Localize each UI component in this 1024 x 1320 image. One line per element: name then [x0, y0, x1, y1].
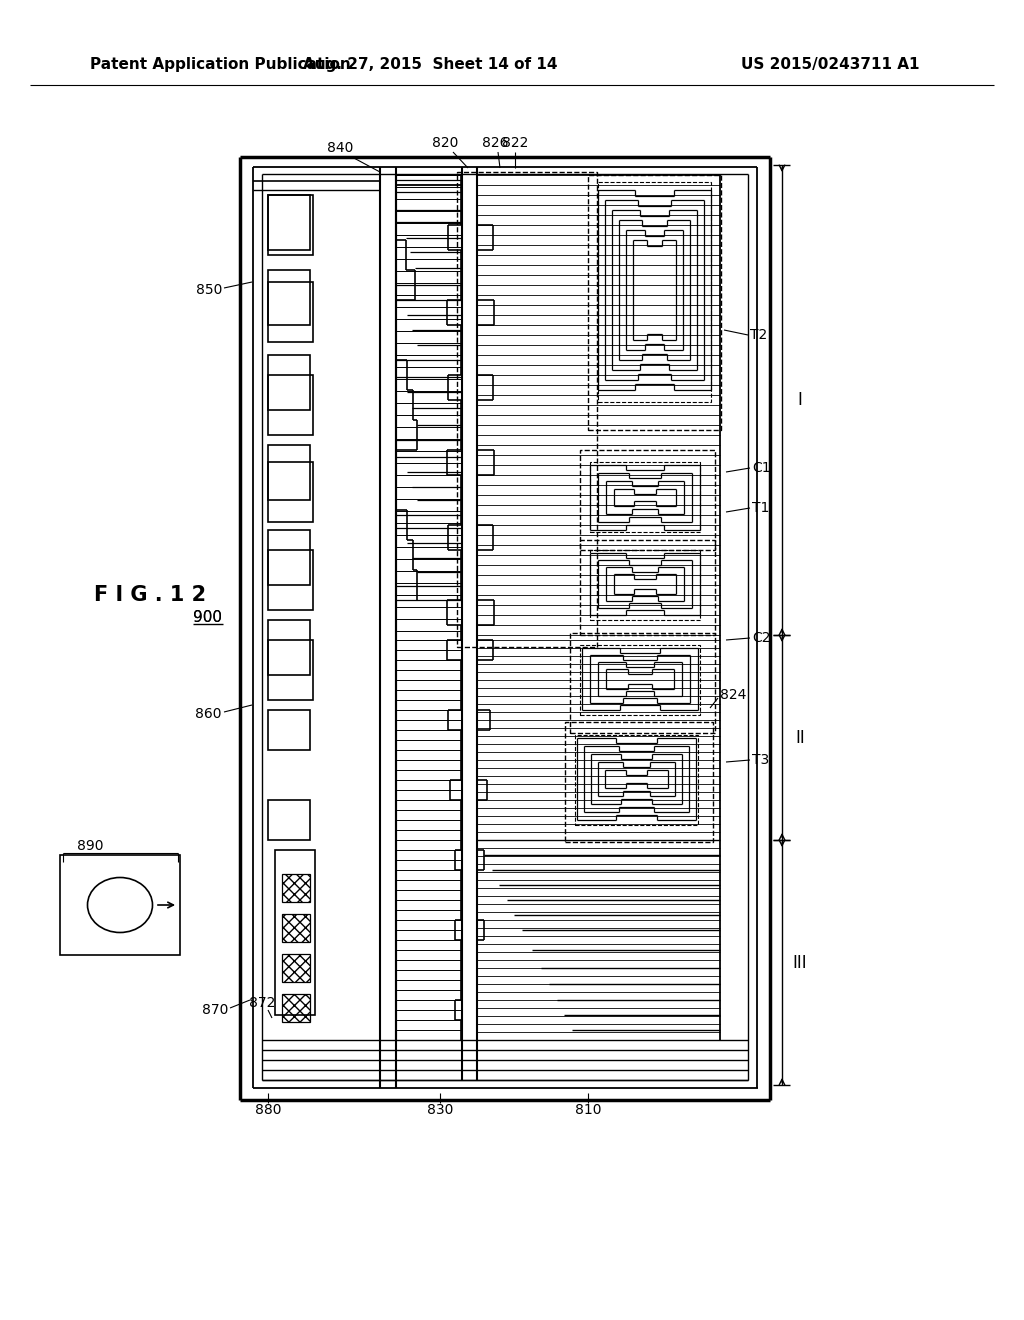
Ellipse shape: [87, 878, 153, 932]
Text: 860: 860: [196, 708, 222, 721]
Bar: [590, 462, 700, 532]
Bar: [268, 282, 313, 342]
Bar: [282, 874, 310, 902]
Bar: [60, 855, 180, 954]
Bar: [268, 531, 310, 585]
Text: 880: 880: [255, 1104, 282, 1117]
Bar: [268, 375, 313, 436]
Text: 890: 890: [77, 840, 103, 853]
Text: 872: 872: [249, 997, 275, 1010]
Text: 824: 824: [720, 688, 746, 702]
Bar: [268, 620, 310, 675]
Text: 900: 900: [193, 610, 221, 624]
Bar: [268, 271, 310, 325]
Bar: [282, 913, 310, 942]
Text: 820: 820: [432, 136, 458, 150]
Text: US 2015/0243711 A1: US 2015/0243711 A1: [740, 58, 920, 73]
Text: III: III: [793, 954, 807, 972]
Bar: [268, 462, 313, 521]
Bar: [565, 722, 713, 842]
Text: F I G . 1 2: F I G . 1 2: [94, 585, 206, 605]
Text: T3: T3: [752, 752, 769, 767]
Bar: [268, 800, 310, 840]
Text: II: II: [795, 729, 805, 747]
Text: 850: 850: [196, 282, 222, 297]
Bar: [268, 445, 310, 500]
Text: 900: 900: [193, 610, 221, 624]
Text: 840: 840: [327, 141, 353, 154]
Text: 810: 810: [574, 1104, 601, 1117]
Text: 822: 822: [502, 136, 528, 150]
Text: T2: T2: [750, 327, 767, 342]
Bar: [580, 540, 715, 635]
Bar: [268, 355, 310, 411]
Bar: [588, 176, 721, 430]
Bar: [282, 954, 310, 982]
Bar: [268, 195, 310, 249]
Bar: [575, 735, 698, 825]
Text: C2: C2: [752, 631, 770, 645]
Bar: [598, 182, 711, 403]
Bar: [457, 172, 597, 647]
Text: T1: T1: [752, 502, 769, 515]
Bar: [268, 195, 313, 255]
Text: Patent Application Publication: Patent Application Publication: [90, 58, 351, 73]
Bar: [580, 450, 715, 550]
Text: C1: C1: [752, 461, 771, 475]
Text: Aug. 27, 2015  Sheet 14 of 14: Aug. 27, 2015 Sheet 14 of 14: [303, 58, 557, 73]
Text: 830: 830: [427, 1104, 454, 1117]
Bar: [275, 850, 315, 1015]
Bar: [282, 994, 310, 1022]
Bar: [268, 710, 310, 750]
Text: 826: 826: [481, 136, 508, 150]
Text: 870: 870: [202, 1003, 228, 1016]
Bar: [590, 550, 700, 620]
Bar: [580, 645, 700, 715]
Text: I: I: [798, 391, 803, 409]
Bar: [268, 550, 313, 610]
Bar: [570, 634, 715, 733]
Bar: [268, 640, 313, 700]
